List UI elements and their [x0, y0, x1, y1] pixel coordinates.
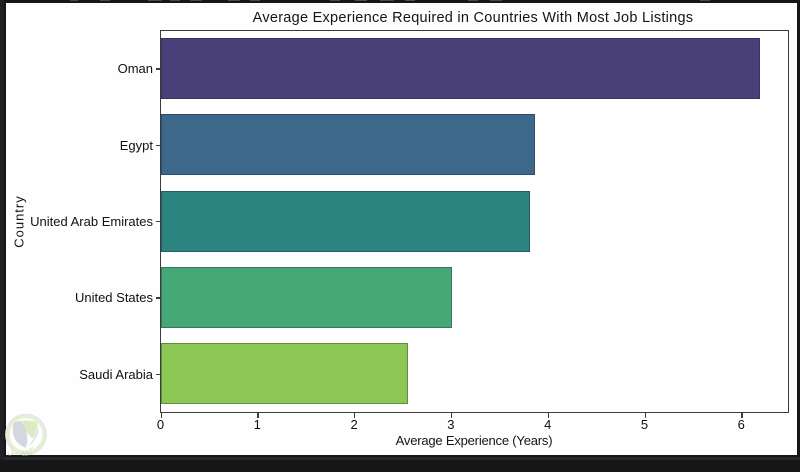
- svg-text:كفيـــل: كفيـــل: [7, 446, 34, 456]
